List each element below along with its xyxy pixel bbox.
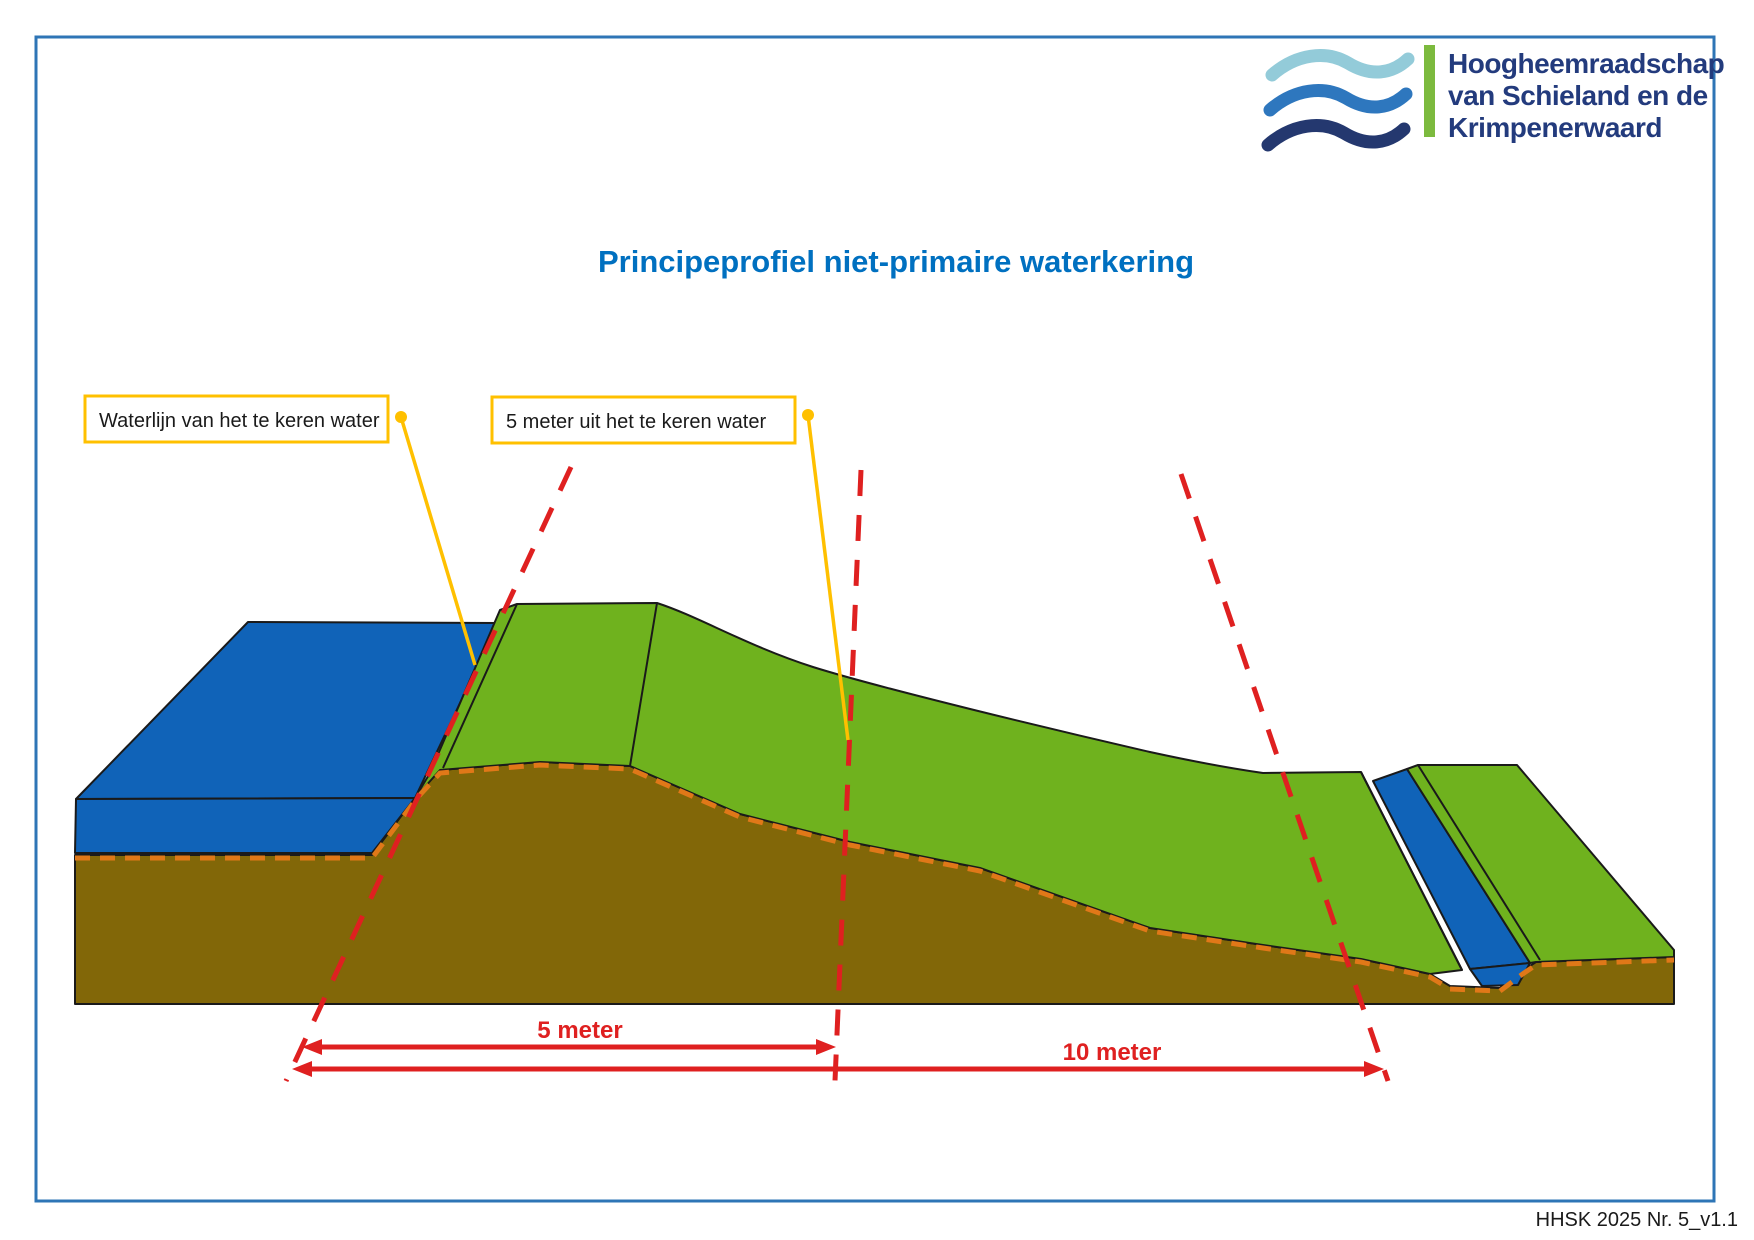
callout-5m: 5 meter uit het te keren water bbox=[490, 395, 850, 741]
footer-version-text: HHSK 2025 Nr. 5_v1.1 bbox=[1536, 1209, 1738, 1231]
label-5m: 5 meter bbox=[537, 1017, 622, 1044]
soil-boundary-dashed-line bbox=[75, 762, 1675, 994]
measurement-5m: 5 meter bbox=[302, 1017, 836, 1055]
arrow-5m-head-left bbox=[302, 1039, 322, 1055]
page-title: Principeprofiel niet-primaire waterkerin… bbox=[598, 244, 1194, 279]
arrow-10m-head-left bbox=[292, 1061, 312, 1077]
logo-divider-bar bbox=[1424, 45, 1435, 137]
zone-line-5m bbox=[832, 469, 864, 1082]
measurement-10m: 10 meter bbox=[292, 1039, 1384, 1077]
arrow-5m-head-right bbox=[816, 1039, 836, 1055]
callout-waterline-leader-line bbox=[399, 416, 477, 666]
logo-waves-icon bbox=[1261, 49, 1415, 152]
logo-text-line3: Krimpenerwaard bbox=[1448, 112, 1662, 143]
dike-inner-slope-edge-line bbox=[442, 603, 518, 769]
wave-middle bbox=[1263, 84, 1413, 117]
callout-5m-leader-line bbox=[806, 414, 850, 741]
callout-waterline: Waterlijn van het te keren water bbox=[83, 394, 477, 666]
zone-line-10m bbox=[1178, 473, 1391, 1082]
logo-text-line2: van Schieland en de bbox=[1448, 80, 1708, 111]
label-10m: 10 meter bbox=[1063, 1039, 1162, 1066]
zone-lines bbox=[283, 465, 1391, 1083]
logo-text-line1: Hoogheemraadschap bbox=[1448, 48, 1724, 79]
wave-bottom bbox=[1261, 119, 1411, 152]
water-body-front bbox=[74, 797, 416, 854]
page-frame bbox=[34, 35, 1716, 1203]
dike-crest-edge-line bbox=[629, 602, 658, 767]
arrow-10m-head-right bbox=[1364, 1061, 1384, 1077]
callout-5m-text: 5 meter uit het te keren water bbox=[506, 411, 766, 433]
callout-waterline-leader-dot bbox=[395, 411, 407, 423]
ditch-water-front bbox=[1469, 962, 1531, 987]
callout-waterline-text: Waterlijn van het te keren water bbox=[99, 410, 380, 432]
right-grass-parcel bbox=[1406, 764, 1675, 964]
ditch-far-bank-line bbox=[1417, 764, 1541, 961]
callout-5m-leader-dot bbox=[802, 409, 814, 421]
ditch-near-bank-line bbox=[1360, 771, 1463, 971]
callout-waterline-box bbox=[83, 394, 390, 444]
wave-top bbox=[1265, 49, 1415, 82]
callout-5m-box bbox=[490, 395, 797, 445]
logo: Hoogheemraadschap van Schieland en de Kr… bbox=[1261, 45, 1725, 152]
zone-line-waterline bbox=[283, 465, 574, 1083]
